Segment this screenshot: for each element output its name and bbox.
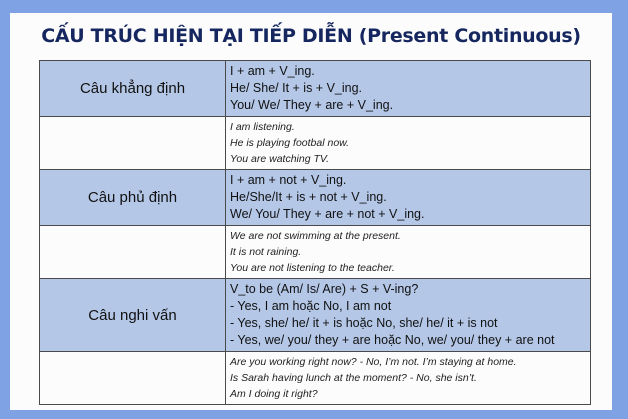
formula-line: You/ We/ They + are + V_ing. xyxy=(230,98,394,112)
content-card: CẤU TRÚC HIỆN TẠI TIẾP DIỄN (Present Con… xyxy=(10,13,612,410)
example-cell: We are not swimming at the present. It is… xyxy=(225,225,591,279)
formula-line: V_to be (Am/ Is/ Are) + S + V-ing? xyxy=(230,282,419,296)
example-sentence: You are watching TV. xyxy=(230,153,330,165)
row-label xyxy=(39,351,226,405)
example-cell: Are you working right now? - No, I’m not… xyxy=(225,351,591,405)
formula-line: He/ She/ It + is + V_ing. xyxy=(230,81,363,95)
example-row: We are not swimming at the present. It is… xyxy=(39,225,591,279)
example-sentence: You are not listening to the teacher. xyxy=(230,262,395,274)
formula-line: I + am + not + V_ing. xyxy=(230,173,347,187)
example-row: Are you working right now? - No, I’m not… xyxy=(39,351,591,405)
example-sentence: Am I doing it right? xyxy=(230,388,318,400)
formula-line: - Yes, we/ you/ they + are hoặc No, we/ … xyxy=(230,333,555,347)
formula-line: We/ You/ They + are + not + V_ing. xyxy=(230,207,425,221)
formula-row: Câu khẳng định I + am + V_ing. He/ She/ It… xyxy=(39,60,591,117)
example-sentence: It is not raining. xyxy=(230,246,302,258)
row-label xyxy=(39,225,226,279)
row-label: Câu phủ định xyxy=(39,169,226,226)
example-cell: I am listening. He is playing footbal now… xyxy=(225,116,591,170)
formula-cell: V_to be (Am/ Is/ Are) + S + V-ing? - Yes,… xyxy=(225,278,591,352)
page-title: CẤU TRÚC HIỆN TẠI TIẾP DIỄN (Present Con… xyxy=(41,25,581,47)
formula-row: Câu phủ định I + am + not + V_ing. He/She/… xyxy=(39,169,591,226)
row-label: Câu nghi vấn xyxy=(39,278,226,352)
example-sentence: We are not swimming at the present. xyxy=(230,230,401,242)
formula-line: - Yes, I am hoặc No, I am not xyxy=(230,299,392,313)
example-sentence: Is Sarah having lunch at the moment? - N… xyxy=(230,372,477,384)
example-row: I am listening. He is playing footbal now… xyxy=(39,116,591,170)
example-sentence: I am listening. xyxy=(230,121,295,133)
formula-line: I + am + V_ing. xyxy=(230,64,315,78)
formula-cell: I + am + not + V_ing. He/She/It + is + no… xyxy=(225,169,591,226)
example-sentence: Are you working right now? - No, I’m not… xyxy=(230,356,517,368)
grammar-table: Câu khẳng định I + am + V_ing. He/ She/ It… xyxy=(39,60,591,405)
row-label: Câu khẳng định xyxy=(39,60,226,117)
formula-cell: I + am + V_ing. He/ She/ It + is + V_ing.… xyxy=(225,60,591,117)
row-label xyxy=(39,116,226,170)
example-sentence: He is playing footbal now. xyxy=(230,137,350,149)
formula-line: - Yes, she/ he/ it + is hoặc No, she/ he… xyxy=(230,316,498,330)
formula-row: Câu nghi vấn V_to be (Am/ Is/ Are) + S + … xyxy=(39,278,591,352)
formula-line: He/She/It + is + not + V_ing. xyxy=(230,190,387,204)
